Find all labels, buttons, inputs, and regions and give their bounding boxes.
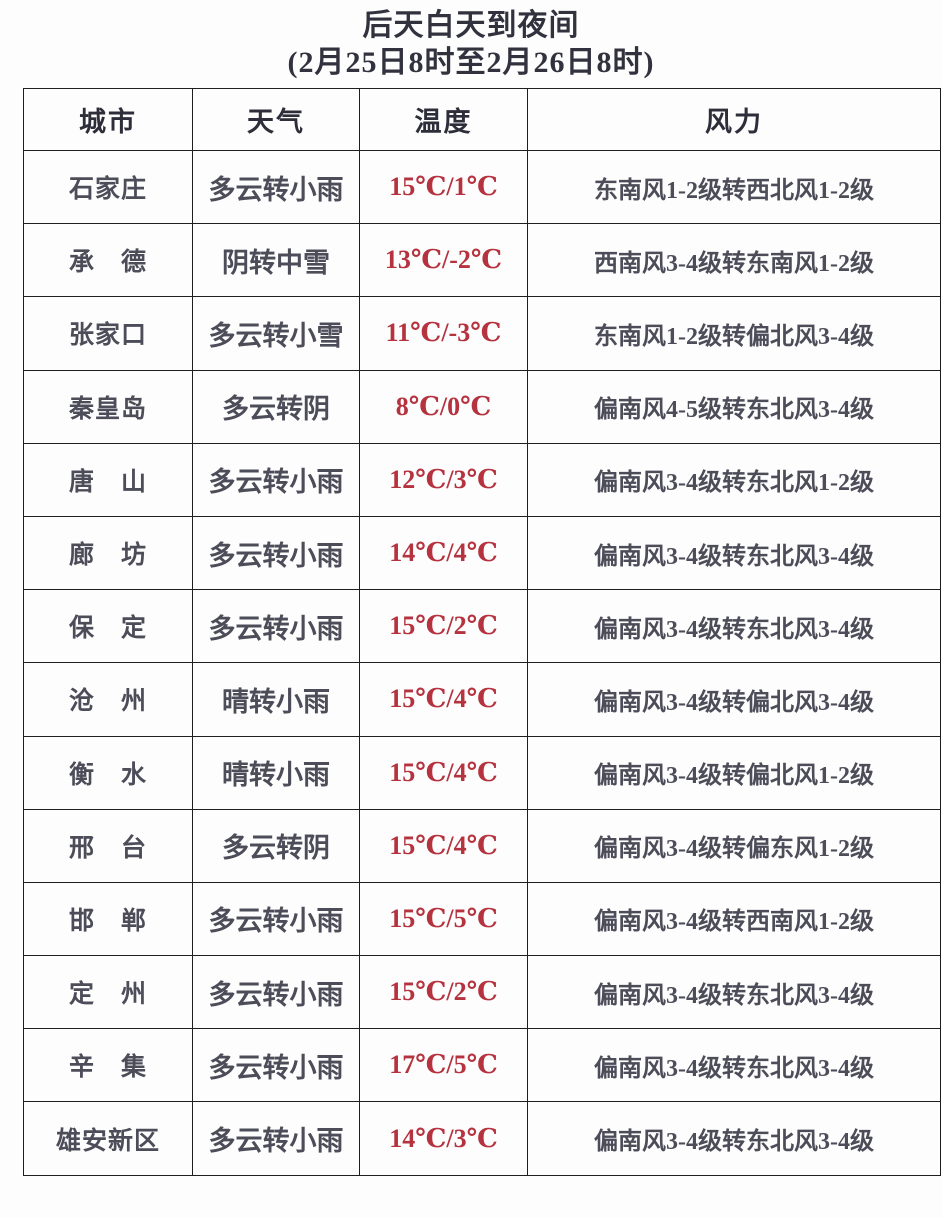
- temperature-cell: 15℃/4℃: [359, 662, 528, 737]
- temperature-cell: 15℃/4℃: [359, 808, 528, 883]
- temperature-cell: 8℃/0℃: [359, 369, 528, 444]
- column-header-temperature: 温度: [359, 88, 528, 151]
- page-title: 后天白天到夜间 (2月25日8时至2月26日8时): [0, 0, 942, 81]
- temperature-cell: 17℃/5℃: [359, 1028, 528, 1103]
- temperature-cell: 15℃/1℃: [359, 149, 528, 225]
- city-cell: 廊 坊: [23, 515, 193, 591]
- title-line-2: (2月25日8时至2月26日8时): [287, 45, 655, 79]
- wind-cell: 偏南风3-4级转西南风1-2级: [527, 881, 941, 957]
- weather-cell: 阴转中雪: [192, 223, 360, 298]
- table-row: 秦皇岛 多云转阴 8℃/0℃ 偏南风4-5级转东北风3-4级: [23, 369, 941, 444]
- weather-cell: 多云转小雨: [192, 589, 360, 664]
- table-row: 廊 坊多云转小雨 14℃/4℃ 偏南风3-4级转东北风3-4级: [23, 515, 941, 591]
- temperature-cell: 12℃/3℃: [359, 442, 528, 517]
- table-row: 邯 郸多云转小雨 15℃/5℃ 偏南风3-4级转西南风1-2级: [23, 881, 941, 957]
- city-cell: 雄安新区: [23, 1101, 193, 1176]
- wind-cell: 偏南风3-4级转东北风3-4级: [527, 589, 941, 664]
- table-row: 石家庄 多云转小雨 15℃/1℃ 东南风1-2级转西北风1-2级: [23, 149, 941, 225]
- wind-cell: 偏南风3-4级转偏东风1-2级: [527, 808, 941, 883]
- title-line-1: 后天白天到夜间: [362, 9, 580, 42]
- forecast-table-header: 城市 天气 温度 风力: [23, 88, 941, 151]
- temperature-cell: 14℃/4℃: [359, 515, 528, 591]
- wind-cell: 东南风1-2级转西北风1-2级: [527, 149, 941, 225]
- table-row: 沧 州晴转小雨 15℃/4℃ 偏南风3-4级转偏北风3-4级: [23, 662, 941, 737]
- table-row: 辛 集多云转小雨 17℃/5℃ 偏南风3-4级转东北风3-4级: [23, 1028, 941, 1103]
- wind-cell: 偏南风3-4级转偏北风1-2级: [527, 735, 941, 810]
- header-row: 城市 天气 温度 风力: [23, 88, 941, 151]
- table-row: 定 州多云转小雨 15℃/2℃ 偏南风3-4级转东北风3-4级: [23, 955, 941, 1030]
- temperature-cell: 11℃/-3℃: [359, 296, 528, 371]
- temperature-cell: 15℃/5℃: [359, 881, 528, 957]
- wind-cell: 西南风3-4级转东南风1-2级: [527, 223, 941, 298]
- temperature-cell: 13℃/-2℃: [359, 223, 528, 298]
- city-cell: 承 德: [23, 223, 193, 298]
- table-row: 雄安新区 多云转小雨 14℃/3℃ 偏南风3-4级转东北风3-4级: [23, 1101, 941, 1176]
- table-row: 张家口 多云转小雪 11℃/-3℃ 东南风1-2级转偏北风3-4级: [23, 296, 941, 371]
- city-cell: 邢 台: [23, 808, 193, 883]
- table-row: 衡 水晴转小雨 15℃/4℃ 偏南风3-4级转偏北风1-2级: [23, 735, 941, 810]
- wind-cell: 偏南风3-4级转东北风3-4级: [527, 1101, 941, 1176]
- city-cell: 沧 州: [23, 662, 193, 737]
- column-header-city: 城市: [23, 88, 193, 151]
- wind-cell: 偏南风3-4级转东北风3-4级: [527, 515, 941, 591]
- column-header-wind: 风力: [527, 88, 941, 151]
- city-cell: 衡 水: [23, 735, 193, 810]
- weather-cell: 晴转小雨: [192, 735, 360, 810]
- temperature-cell: 15℃/2℃: [359, 589, 528, 664]
- city-cell: 邯 郸: [23, 881, 193, 957]
- temperature-cell: 15℃/4℃: [359, 735, 528, 810]
- wind-cell: 偏南风3-4级转东北风3-4级: [527, 1028, 941, 1103]
- temperature-cell: 15℃/2℃: [359, 955, 528, 1030]
- city-cell: 唐 山: [23, 442, 193, 517]
- wind-cell: 东南风1-2级转偏北风3-4级: [527, 296, 941, 371]
- wind-cell: 偏南风3-4级转东北风3-4级: [527, 955, 941, 1030]
- weather-cell: 多云转小雪: [192, 296, 360, 371]
- weather-cell: 晴转小雨: [192, 662, 360, 737]
- table-row: 唐 山多云转小雨 12℃/3℃ 偏南风3-4级转东北风1-2级: [23, 442, 941, 517]
- city-cell: 定 州: [23, 955, 193, 1030]
- table-row: 承 德阴转中雪 13℃/-2℃ 西南风3-4级转东南风1-2级: [23, 223, 941, 298]
- wind-cell: 偏南风4-5级转东北风3-4级: [527, 369, 941, 444]
- table-row: 保 定多云转小雨 15℃/2℃ 偏南风3-4级转东北风3-4级: [23, 589, 941, 664]
- city-cell: 张家口: [23, 296, 193, 371]
- city-cell: 秦皇岛: [23, 369, 193, 444]
- weather-cell: 多云转小雨: [192, 442, 360, 517]
- wind-cell: 偏南风3-4级转偏北风3-4级: [527, 662, 941, 737]
- weather-cell: 多云转阴: [192, 808, 360, 883]
- weather-cell: 多云转小雨: [192, 881, 360, 957]
- table-row: 邢 台多云转阴 15℃/4℃ 偏南风3-4级转偏东风1-2级: [23, 808, 941, 883]
- city-cell: 保 定: [23, 589, 193, 664]
- weather-cell: 多云转小雨: [192, 1101, 360, 1176]
- weather-cell: 多云转阴: [192, 369, 360, 444]
- weather-cell: 多云转小雨: [192, 955, 360, 1030]
- weather-cell: 多云转小雨: [192, 515, 360, 591]
- weather-cell: 多云转小雨: [192, 149, 360, 225]
- forecast-table-body: 石家庄 多云转小雨 15℃/1℃ 东南风1-2级转西北风1-2级承 德阴转中雪 13℃/…: [23, 149, 941, 1176]
- weather-cell: 多云转小雨: [192, 1028, 360, 1103]
- temperature-cell: 14℃/3℃: [359, 1101, 528, 1176]
- column-header-weather: 天气: [192, 88, 360, 151]
- city-cell: 辛 集: [23, 1028, 193, 1103]
- city-cell: 石家庄: [23, 149, 193, 225]
- wind-cell: 偏南风3-4级转东北风1-2级: [527, 442, 941, 517]
- forecast-table: 城市 天气 温度 风力 石家庄 多云转小雨 15℃/1℃ 东南风1-2级转西北风1-2…: [23, 88, 941, 1176]
